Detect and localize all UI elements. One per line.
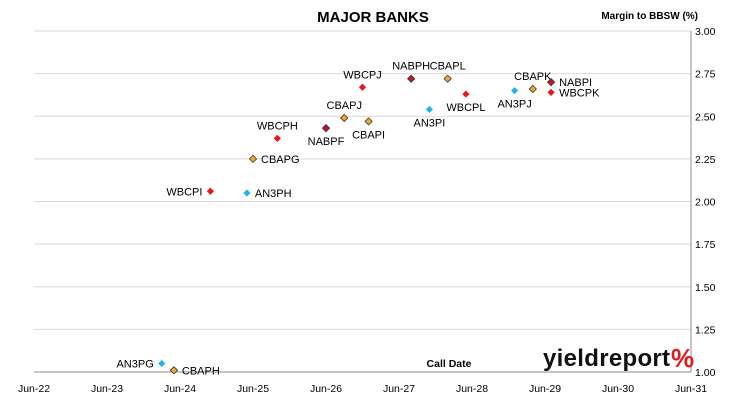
point-cbapi bbox=[364, 117, 373, 126]
point-label-cbaph: CBAPH bbox=[182, 365, 220, 377]
point-cbaph bbox=[169, 366, 179, 375]
logo-percent-icon: % bbox=[671, 343, 694, 373]
y-tick-labels: 1.00 1.25 1.50 1.75 2.00 2.25 2.50 2.75 3.00 bbox=[695, 26, 716, 379]
point-an3pj bbox=[510, 87, 519, 95]
point-label-an3pi: AN3PI bbox=[414, 117, 446, 129]
point-label-an3pg: AN3PG bbox=[116, 358, 153, 370]
x-tick-labels: Jun-22 Jun-23 Jun-24 Jun-25 Jun-26 Jun-27 Jun-… bbox=[18, 383, 707, 395]
y-tick-label: 1.25 bbox=[695, 324, 716, 336]
point-wbcpl bbox=[462, 90, 470, 98]
point-label-cbapj: CBAPJ bbox=[327, 100, 362, 112]
x-tick-label: Jun-23 bbox=[91, 383, 123, 395]
point-cbapg bbox=[248, 154, 258, 164]
y-tick-label: 2.00 bbox=[695, 197, 716, 209]
y-tick-label: 3.00 bbox=[695, 26, 716, 38]
point-label-wbcpj: WBCPJ bbox=[343, 69, 382, 81]
point-label-wbcpk: WBCPK bbox=[559, 87, 600, 99]
gridlines bbox=[34, 30, 691, 330]
point-wbcpk bbox=[547, 88, 555, 96]
point-label-cbapi: CBAPI bbox=[352, 129, 385, 141]
point-label-nabpi: NABPI bbox=[559, 77, 592, 89]
point-label-wbcpl: WBCPL bbox=[446, 102, 485, 114]
point-label-wbcph: WBCPH bbox=[257, 120, 298, 132]
point-cbapj bbox=[340, 113, 349, 123]
point-cbapl bbox=[443, 74, 452, 83]
point-wbcpi bbox=[206, 187, 215, 195]
x-tick-label: Jun-27 bbox=[383, 383, 415, 395]
point-label-wbcpi: WBCPI bbox=[166, 186, 202, 198]
y-tick-label: 1.75 bbox=[695, 239, 716, 251]
point-label-cbapk: CBAPK bbox=[514, 71, 552, 83]
point-label-an3pj: AN3PJ bbox=[497, 99, 531, 111]
y-tick-label: 2.25 bbox=[695, 154, 716, 166]
x-tick-label: Jun-24 bbox=[164, 383, 196, 395]
point-cbapk bbox=[528, 84, 537, 94]
x-tick-label: Jun-22 bbox=[18, 383, 50, 395]
point-label-cbapg: CBAPG bbox=[261, 154, 300, 166]
x-tick-label: Jun-28 bbox=[456, 383, 488, 395]
y-tick-label: 2.50 bbox=[695, 111, 716, 123]
yieldreport-logo: yieldreport % bbox=[543, 343, 694, 373]
y-tick-label: 1.00 bbox=[695, 367, 716, 379]
point-nabph bbox=[407, 74, 416, 83]
point-nabpf bbox=[321, 124, 331, 133]
x-axis-title: Call Date bbox=[427, 358, 472, 370]
x-tick-label: Jun-31 bbox=[675, 383, 707, 395]
point-nabpi bbox=[546, 77, 556, 87]
x-tick-label: Jun-25 bbox=[237, 383, 269, 395]
x-tick-label: Jun-26 bbox=[310, 383, 342, 395]
point-wbcph bbox=[273, 134, 281, 143]
point-an3pi bbox=[425, 105, 434, 114]
point-label-nabph: NABPH bbox=[392, 61, 430, 73]
x-tick-label: Jun-29 bbox=[529, 383, 561, 395]
point-label-an3ph: AN3PH bbox=[255, 188, 292, 200]
point-wbcpj bbox=[358, 83, 367, 91]
point-an3pg bbox=[158, 359, 166, 368]
y-tick-label: 2.75 bbox=[695, 69, 716, 81]
x-tick-label: Jun-30 bbox=[602, 383, 634, 395]
y-tick-label: 1.50 bbox=[695, 282, 716, 294]
y-axis-title: Margin to BBSW (%) bbox=[601, 11, 698, 22]
point-an3ph bbox=[243, 189, 251, 197]
chart-title: MAJOR BANKS bbox=[317, 9, 429, 26]
data-points: AN3PG CBAPH WBCPI AN3PH CBAPG WBCPH NABPF CBAPJ… bbox=[116, 61, 600, 378]
logo-wordmark: yieldreport bbox=[543, 345, 670, 372]
point-label-cbapl: CBAPL bbox=[430, 61, 466, 73]
point-label-nabpf: NABPF bbox=[308, 136, 345, 148]
